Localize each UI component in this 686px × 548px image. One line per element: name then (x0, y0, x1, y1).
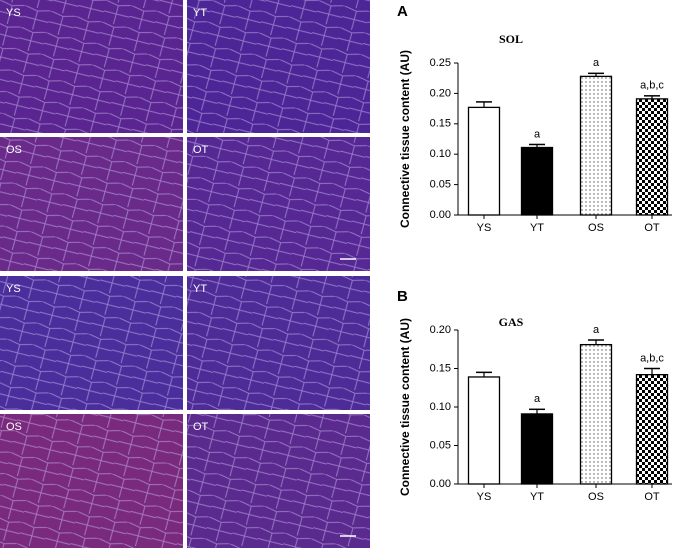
micrograph-label: OS (6, 421, 22, 433)
panel-letter: A (397, 3, 408, 20)
y-tick-label: 0.15 (430, 362, 451, 374)
y-tick-label: 0.10 (430, 148, 451, 160)
significance-label: a,b,c (640, 352, 664, 364)
bar (635, 374, 669, 485)
bar (520, 146, 554, 216)
x-tick-label: YS (477, 222, 492, 234)
bar (467, 106, 501, 216)
bar (579, 343, 613, 485)
x-tick-label: OT (644, 222, 660, 234)
y-tick-label: 0.20 (430, 87, 451, 99)
micrograph-label: YT (193, 283, 207, 295)
y-axis-label: Connective tissue content (AU) (398, 318, 412, 496)
significance-label: a (593, 324, 600, 336)
x-tick-label: YS (477, 491, 492, 503)
x-tick-label: OS (588, 491, 604, 503)
y-tick-label: 0.00 (430, 209, 451, 221)
micrograph-texture (0, 0, 183, 133)
bar (520, 413, 554, 485)
micrograph-grid: YS YT OS OT YS YT OS OT (0, 0, 370, 548)
significance-label: a (534, 128, 541, 140)
y-tick-label: 0.10 (430, 401, 451, 413)
y-tick-label: 0.05 (430, 439, 451, 451)
micrograph-texture (187, 0, 370, 133)
y-tick-label: 0.05 (430, 179, 451, 191)
x-tick-label: OS (588, 222, 604, 234)
bar (635, 98, 669, 216)
micrograph-texture (187, 414, 370, 548)
x-tick-label: YT (530, 491, 544, 503)
y-tick-label: 0.15 (430, 118, 451, 130)
chart-title: SOL (499, 32, 523, 46)
panel-letter: B (397, 288, 408, 305)
bar (579, 75, 613, 216)
micrograph-label: YS (6, 7, 21, 19)
micrograph-label: YT (193, 7, 207, 19)
y-axis-label: Connective tissue content (AU) (398, 50, 412, 228)
y-tick-label: 0.20 (430, 324, 451, 336)
micrograph-texture (187, 137, 370, 271)
micrograph-label: OT (193, 144, 209, 156)
x-tick-label: OT (644, 491, 660, 503)
significance-label: a (593, 57, 600, 69)
micrograph-texture (187, 276, 370, 410)
y-tick-label: 0.25 (430, 57, 451, 69)
micrograph-label: YS (6, 283, 21, 295)
chart-title: GAS (499, 315, 524, 329)
micrograph-texture (0, 137, 183, 271)
x-tick-label: YT (530, 222, 544, 234)
bar (467, 376, 501, 485)
significance-label: a,b,c (640, 80, 664, 92)
micrograph-texture (0, 414, 183, 548)
y-tick-label: 0.00 (430, 478, 451, 490)
micrograph-texture (0, 276, 183, 410)
micrograph-label: OT (193, 421, 209, 433)
micrograph-label: OS (6, 144, 22, 156)
significance-label: a (534, 393, 541, 405)
